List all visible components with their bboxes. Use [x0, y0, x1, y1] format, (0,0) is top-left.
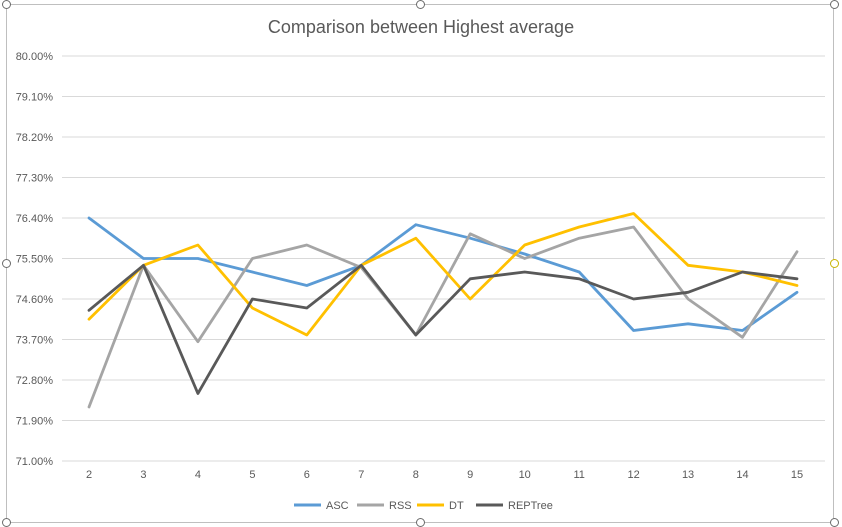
series-line-reptree[interactable]	[87, 263, 799, 395]
x-tick-label: 11	[573, 469, 584, 481]
x-tick-label: 8	[413, 469, 419, 481]
legend: ASC RSS DT REPTree	[294, 500, 553, 512]
legend-label-dt: DT	[449, 500, 464, 512]
y-tick-label: 72.80%	[16, 375, 54, 387]
series-lines	[87, 212, 799, 409]
resize-handle-bottom-right[interactable]	[830, 518, 839, 527]
resize-handle-middle-right[interactable]	[830, 259, 839, 268]
resize-handle-top-middle[interactable]	[416, 0, 425, 9]
y-tick-label: 80.00%	[16, 51, 54, 63]
legend-label-rss: RSS	[389, 500, 412, 512]
y-tick-label: 79.10%	[16, 92, 54, 104]
x-tick-label: 10	[519, 469, 531, 481]
resize-handle-top-left[interactable]	[2, 0, 11, 9]
x-tick-label: 9	[467, 469, 473, 481]
resize-handle-bottom-middle[interactable]	[416, 518, 425, 527]
y-tick-label: 74.60%	[16, 294, 54, 306]
x-tick-label: 5	[249, 469, 255, 481]
x-tick-label: 6	[304, 469, 310, 481]
x-axis-ticks: 2 3 4 5 6 7 8 9 10 11 12 13 14 15	[86, 469, 803, 481]
legend-label-reptree: REPTree	[508, 500, 553, 512]
x-tick-label: 13	[682, 469, 694, 481]
x-tick-label: 12	[627, 469, 639, 481]
gridlines	[62, 55, 825, 462]
y-tick-label: 75.50%	[16, 254, 54, 266]
y-tick-label: 78.20%	[16, 132, 54, 144]
x-tick-label: 3	[140, 469, 146, 481]
chart-title: Comparison between Highest average	[268, 17, 574, 37]
series-line-rss[interactable]	[87, 225, 799, 409]
resize-handle-top-right[interactable]	[830, 0, 839, 9]
y-tick-label: 73.70%	[16, 335, 54, 347]
y-tick-label: 71.00%	[16, 456, 54, 468]
y-tick-label: 77.30%	[16, 173, 54, 185]
resize-handle-middle-left[interactable]	[2, 259, 11, 268]
resize-handle-bottom-left[interactable]	[2, 518, 11, 527]
x-tick-label: 2	[86, 469, 92, 481]
x-tick-label: 15	[791, 469, 803, 481]
series-line-asc[interactable]	[87, 216, 799, 332]
x-tick-label: 14	[736, 469, 748, 481]
y-axis-ticks: 80.00% 79.10% 78.20% 77.30% 76.40% 75.50% 74.6…	[16, 51, 54, 468]
x-tick-label: 7	[358, 469, 364, 481]
series-line-dt[interactable]	[87, 212, 799, 337]
legend-label-asc: ASC	[326, 500, 349, 512]
y-tick-label: 76.40%	[16, 213, 54, 225]
y-tick-label: 71.90%	[16, 416, 54, 428]
x-tick-label: 4	[195, 469, 201, 481]
